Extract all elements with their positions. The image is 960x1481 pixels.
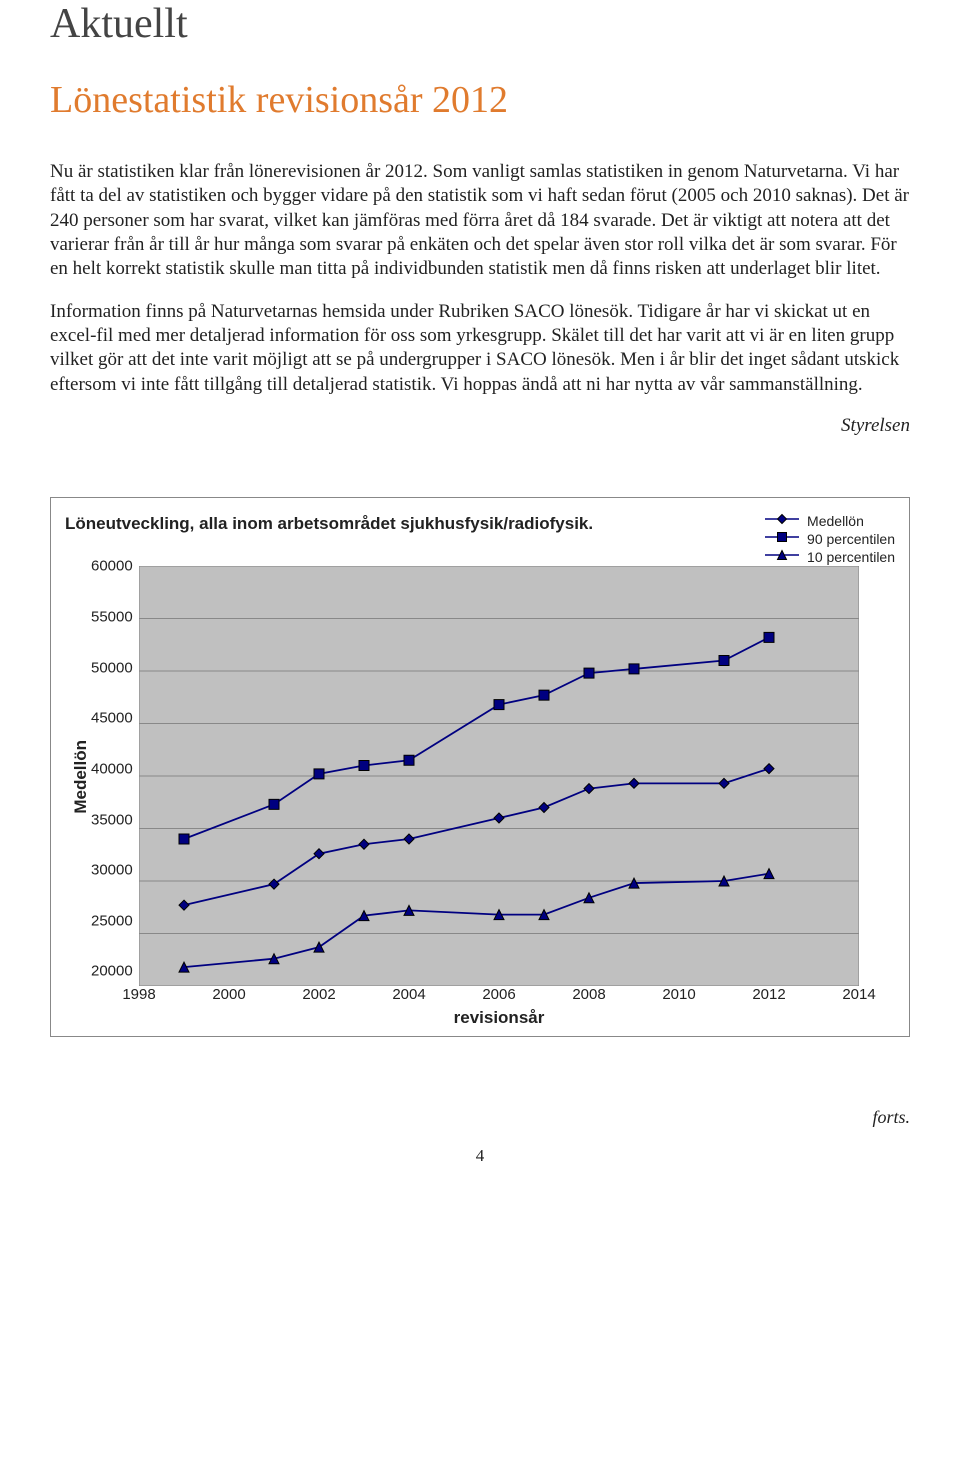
x-tick-label: 2012 (752, 986, 785, 1003)
chart-title: Löneutveckling, alla inom arbetsområdet … (65, 514, 593, 534)
legend-item: Medellön (765, 512, 895, 530)
x-tick-label: 2004 (392, 986, 425, 1003)
y-tick-label: 40000 (91, 761, 133, 776)
chart-y-ticks: 6000055000500004500040000350003000025000… (91, 566, 139, 986)
continuation-label: forts. (50, 1107, 910, 1128)
y-tick-label: 20000 (91, 964, 133, 979)
x-tick-label: 2010 (662, 986, 695, 1003)
page-number: 4 (50, 1146, 910, 1166)
legend-item: 90 percentilen (765, 530, 895, 548)
page-title: Lönestatistik revisionsår 2012 (50, 78, 910, 122)
x-tick-label: 2014 (842, 986, 875, 1003)
chart-plot-area (139, 566, 895, 986)
y-tick-label: 50000 (91, 660, 133, 675)
chart-x-axis: 199820002002200420062008201020122014 rev… (139, 986, 895, 1028)
chart-legend: Medellön 90 percentilen 10 percentilen (765, 512, 895, 567)
legend-label: 10 percentilen (807, 548, 895, 566)
x-tick-label: 1998 (122, 986, 155, 1003)
y-tick-label: 30000 (91, 863, 133, 878)
x-tick-label: 2008 (572, 986, 605, 1003)
salary-chart: Löneutveckling, alla inom arbetsområdet … (50, 497, 910, 1038)
section-heading: Aktuellt (50, 0, 910, 48)
chart-x-ticks: 199820002002200420062008201020122014 (139, 986, 895, 1006)
chart-y-label: Medellön (65, 740, 91, 814)
x-tick-label: 2006 (482, 986, 515, 1003)
y-tick-label: 35000 (91, 812, 133, 827)
chart-x-label: revisionsår (139, 1008, 859, 1028)
y-tick-label: 55000 (91, 610, 133, 625)
x-tick-label: 2000 (212, 986, 245, 1003)
square-icon (765, 530, 799, 548)
y-tick-label: 45000 (91, 711, 133, 726)
legend-item: 10 percentilen (765, 548, 895, 566)
body-paragraph-1: Nu är statistiken klar från lönerevision… (50, 160, 910, 282)
triangle-icon (765, 548, 799, 566)
signoff: Styrelsen (50, 415, 910, 437)
y-tick-label: 25000 (91, 913, 133, 928)
legend-label: Medellön (807, 512, 864, 530)
body-paragraph-2: Information finns på Naturvetarnas hemsi… (50, 300, 910, 397)
x-tick-label: 2002 (302, 986, 335, 1003)
diamond-icon (765, 512, 799, 530)
y-tick-label: 60000 (91, 559, 133, 574)
legend-label: 90 percentilen (807, 530, 895, 548)
